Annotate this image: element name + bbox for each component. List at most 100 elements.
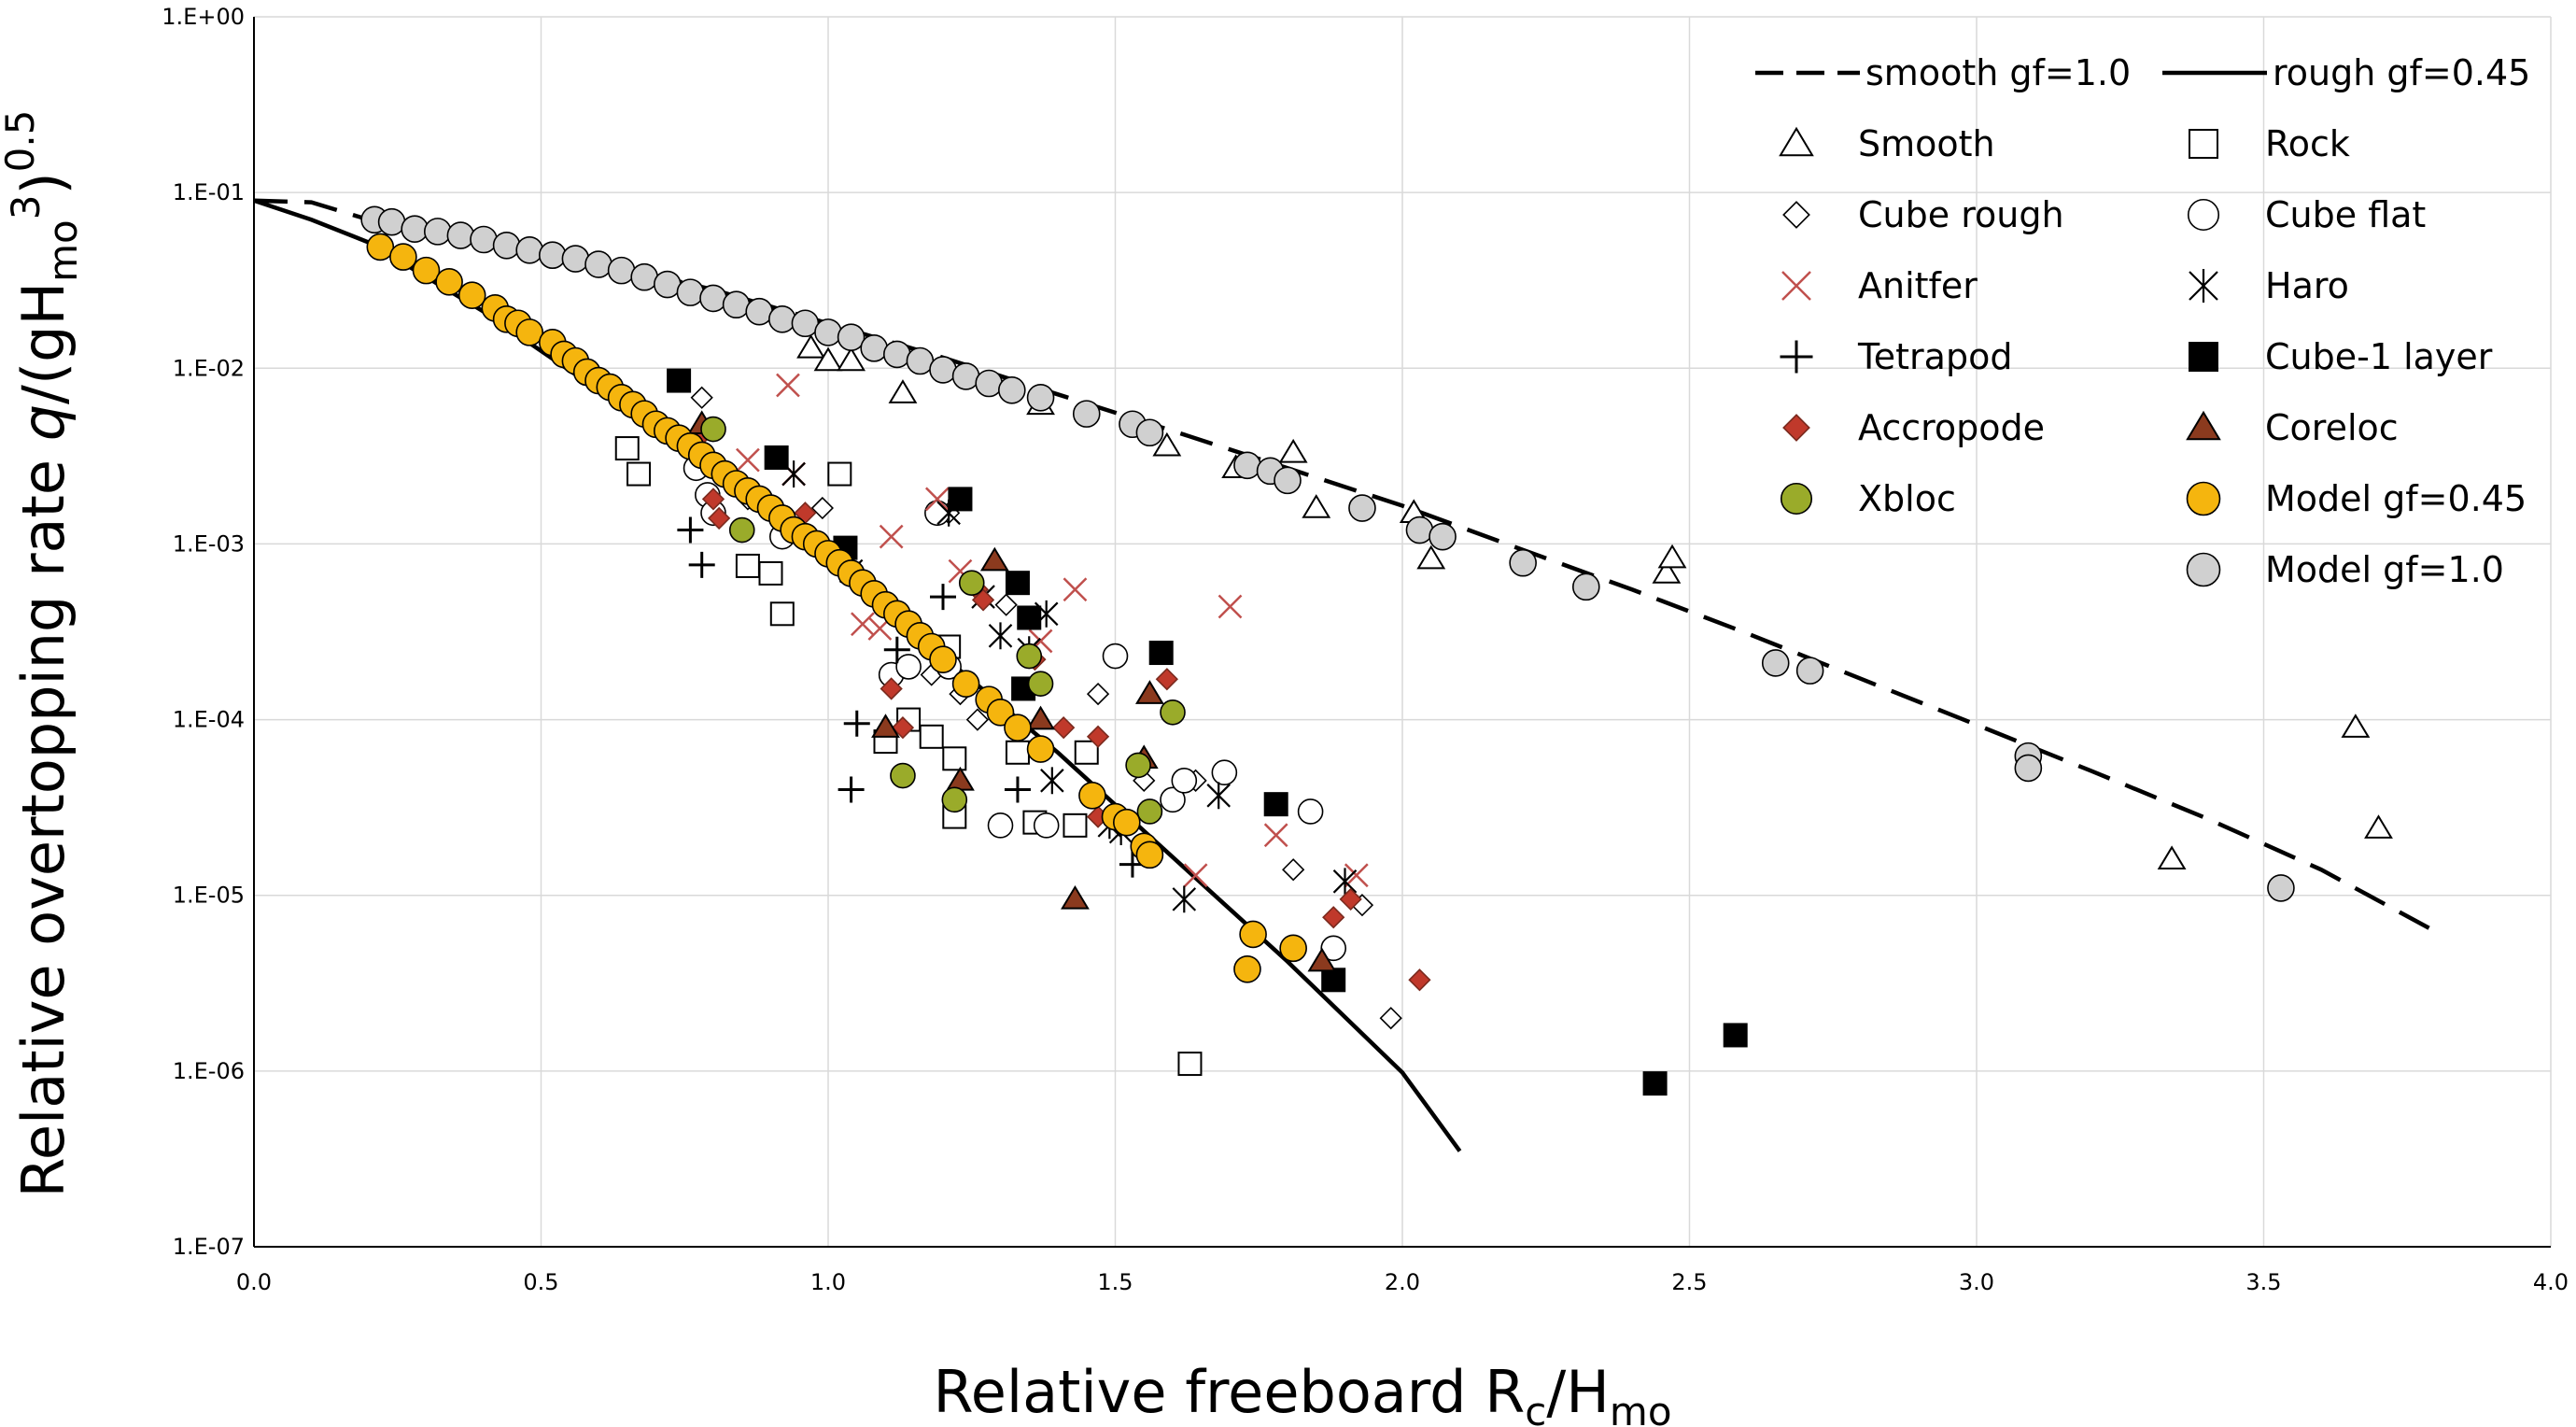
x-tick-label: 1.0 [810, 1269, 846, 1295]
model-gf-0-45-marker [951, 670, 980, 698]
model-gf-0-45-marker [366, 233, 395, 261]
x-axis-title-main: Relative freeboard R [933, 1358, 1525, 1426]
model-gf-1-0-marker [515, 236, 544, 264]
cube-flat-marker [1320, 935, 1346, 962]
y-tick-label: 1.E-04 [173, 707, 245, 733]
smooth-marker [1152, 431, 1182, 457]
anitfer-marker [1183, 863, 1208, 888]
xbloc-marker [700, 416, 726, 443]
y-tick-label: 1.E+00 [162, 4, 245, 30]
smooth-marker [1278, 438, 1308, 463]
model-gf-0-45-marker [1239, 920, 1267, 949]
accropode-marker [1339, 887, 1362, 911]
x-tick-label: 0.0 [236, 1269, 272, 1295]
coreloc-marker [1134, 680, 1164, 704]
smooth-marker [2364, 814, 2393, 839]
model-gf-1-0-marker [791, 309, 820, 338]
tetrapod-marker [843, 710, 870, 737]
rock-marker [919, 724, 944, 749]
cube-1-layer-marker [764, 445, 789, 470]
cube-flat-marker [1171, 768, 1198, 794]
tetrapod-marker [1004, 776, 1031, 803]
x-tick-label: 4.0 [2533, 1269, 2569, 1295]
legend-swatch-rock [2189, 129, 2218, 159]
y-axis-title-sup-05: 0.5 [0, 110, 43, 173]
legend-label-smooth: Smooth [1858, 123, 1995, 164]
xbloc-marker [1016, 643, 1043, 670]
model-gf-1-0-marker [492, 231, 521, 260]
smooth-marker [1416, 544, 1446, 570]
cube-flat-marker [1160, 786, 1186, 813]
xbloc-marker [1027, 671, 1054, 697]
legend-swatch-anitfer [1781, 271, 1811, 301]
cube-1-layer-marker [1263, 792, 1288, 817]
haro-marker [1040, 767, 1064, 795]
model-gf-0-45-marker [1004, 714, 1032, 742]
coreloc-marker [1061, 884, 1090, 910]
model-gf-0-45-marker [435, 268, 463, 296]
rock-marker [758, 560, 783, 586]
legend-swatch-accropode [1782, 414, 1810, 442]
cube-1-layer-marker [1321, 968, 1346, 993]
coreloc-marker [871, 714, 900, 738]
x-tick-label: 1.5 [1097, 1269, 1133, 1295]
model-gf-1-0-marker [860, 334, 889, 362]
coreloc-marker [1307, 947, 1337, 972]
cube-rough-marker [965, 708, 990, 731]
legend-swatch-cube-1-layer [2189, 342, 2218, 372]
haro-marker [1332, 868, 1358, 896]
accropode-marker [880, 677, 903, 700]
tetrapod-marker [688, 551, 715, 578]
smooth-marker [888, 379, 918, 403]
legend-swatch-tetrapod [1780, 340, 1813, 374]
model-gf-1-0-marker [1026, 383, 1055, 412]
x-axis-title-slash: /H [1546, 1358, 1610, 1426]
cube-1-layer-marker [1642, 1071, 1668, 1096]
coreloc-marker [1026, 705, 1055, 730]
legend-label-xbloc: Xbloc [1858, 478, 1956, 519]
rock-marker [626, 461, 652, 487]
legend-label-tetrapod: Tetrapod [1857, 336, 2012, 377]
model-gf-1-0-marker [745, 297, 774, 326]
model-gf-1-0-marker [1274, 466, 1302, 495]
tetrapod-marker [883, 636, 910, 663]
accropode-marker [1322, 906, 1345, 929]
model-gf-0-45-marker [1078, 782, 1106, 810]
x-axis-title-sub-mo: mo [1610, 1389, 1672, 1427]
legend-swatch-cube-flat [2187, 198, 2220, 232]
model-gf-1-0-marker [470, 225, 498, 254]
cube-1-layer-marker [1017, 605, 1042, 630]
y-tick-label: 1.E-05 [173, 883, 245, 909]
cube-rough-marker [1282, 858, 1305, 882]
xbloc-marker [1160, 699, 1186, 726]
legend-swatch-smooth [1779, 126, 1814, 157]
model-gf-0-45-marker [1026, 735, 1055, 763]
haro-marker [1172, 885, 1197, 913]
y-axis-title-sup-3: 3 [3, 195, 49, 220]
xbloc-marker [941, 786, 968, 813]
coreloc-marker [946, 766, 975, 791]
x-tick-label: 2.0 [1385, 1269, 1420, 1295]
model-gf-1-0-marker [929, 356, 957, 384]
y-tick-label: 1.E-02 [173, 355, 245, 381]
cube-1-layer-marker [948, 487, 973, 512]
model-gf-0-45-marker [1113, 808, 1141, 837]
model-gf-1-0-marker [1405, 516, 1434, 544]
model-gf-1-0-marker [699, 284, 727, 313]
model-gf-1-0-marker [2267, 874, 2295, 902]
legend-label-haro: Haro [2265, 265, 2349, 306]
model-gf-1-0-marker [951, 362, 980, 390]
rock-marker [614, 436, 640, 461]
model-gf-1-0-marker [1348, 494, 1376, 522]
legend-label-rock: Rock [2265, 123, 2350, 164]
anitfer-marker [851, 612, 875, 637]
cube-rough-marker [994, 593, 1018, 616]
y-axis-title-g: /(gH [9, 282, 77, 404]
y-tick-label: 1.E-01 [173, 179, 245, 205]
y-axis-title-q: q [9, 404, 77, 441]
anitfer-marker [1344, 863, 1369, 888]
cube-flat-marker [987, 812, 1014, 839]
fit-lines [253, 198, 2438, 1152]
model-gf-1-0-marker [401, 215, 429, 244]
